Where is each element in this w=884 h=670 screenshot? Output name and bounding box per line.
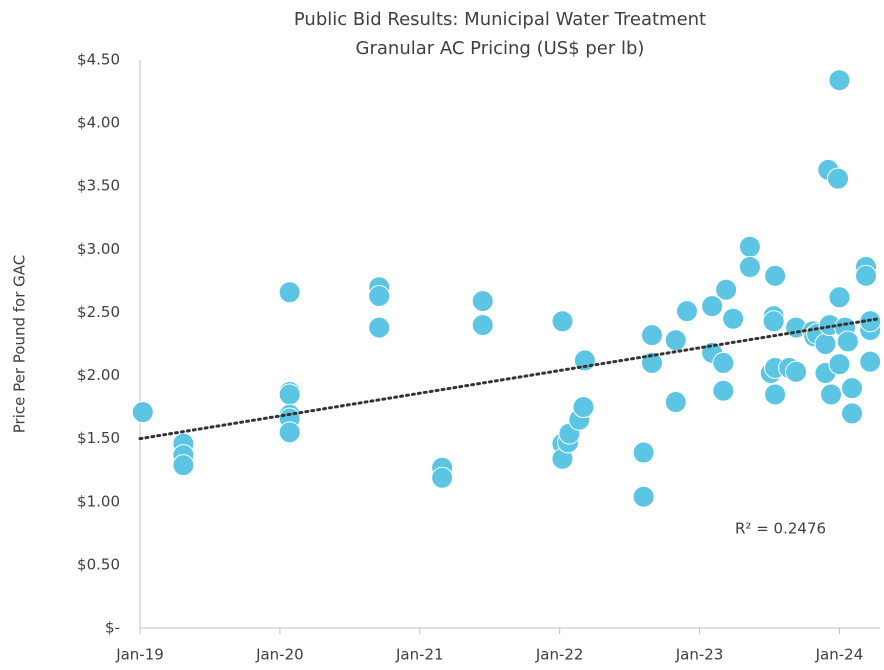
point (820, 383, 843, 406)
point (764, 383, 787, 406)
point (572, 396, 595, 419)
point (827, 167, 850, 190)
y-tick-label: $1.00 (77, 492, 120, 510)
point (278, 421, 301, 444)
point (836, 330, 859, 353)
point (551, 310, 574, 333)
point (738, 256, 761, 279)
point (368, 285, 391, 308)
point (664, 391, 687, 414)
y-tick-label: $2.00 (77, 366, 120, 384)
point (640, 351, 663, 374)
point (131, 401, 154, 424)
y-tick-label: $- (105, 619, 120, 637)
point (828, 69, 851, 92)
y-axis-label: Price Per Pound for GAC (11, 255, 29, 434)
point (722, 307, 745, 330)
y-tick-label: $0.50 (77, 555, 120, 573)
annotation: R² = 0.2476 (735, 520, 826, 538)
point (471, 314, 494, 337)
point (712, 351, 735, 374)
chart-title: Granular AC Pricing (US$ per lb) (356, 38, 645, 59)
point (738, 235, 761, 258)
point (764, 264, 787, 287)
y-tick-label: $2.50 (77, 303, 120, 321)
point (715, 278, 738, 301)
x-tick-label: Jan-21 (395, 646, 444, 664)
y-tick-label: $3.50 (77, 177, 120, 195)
point (814, 333, 837, 355)
x-tick-label: Jan-19 (115, 646, 164, 664)
x-tick-label: Jan-24 (815, 646, 864, 664)
trendline (138, 317, 881, 441)
point (785, 360, 808, 383)
point (632, 485, 655, 508)
point (828, 286, 851, 309)
point (471, 290, 494, 313)
x-tick-label: Jan-22 (535, 646, 584, 664)
point (640, 324, 663, 347)
point (278, 281, 301, 304)
point (828, 353, 851, 376)
y-tick-label: $1.50 (77, 429, 120, 447)
point (841, 402, 864, 425)
point (701, 295, 724, 318)
y-tick-label: $4.00 (77, 114, 120, 132)
x-tick-label: Jan-20 (255, 646, 304, 664)
y-tick-label: $4.50 (77, 51, 120, 69)
point (368, 316, 391, 339)
point (855, 264, 878, 287)
y-tick-label: $3.00 (77, 240, 120, 258)
point (632, 441, 655, 464)
point (675, 300, 698, 323)
point (762, 310, 785, 333)
point (664, 329, 687, 352)
point (712, 379, 735, 402)
point (172, 454, 195, 477)
point (841, 377, 864, 400)
point (431, 466, 454, 489)
chart-title: Public Bid Results: Municipal Water Trea… (294, 9, 706, 30)
point (278, 383, 301, 406)
x-tick-label: Jan-23 (675, 646, 724, 664)
point (859, 350, 882, 373)
